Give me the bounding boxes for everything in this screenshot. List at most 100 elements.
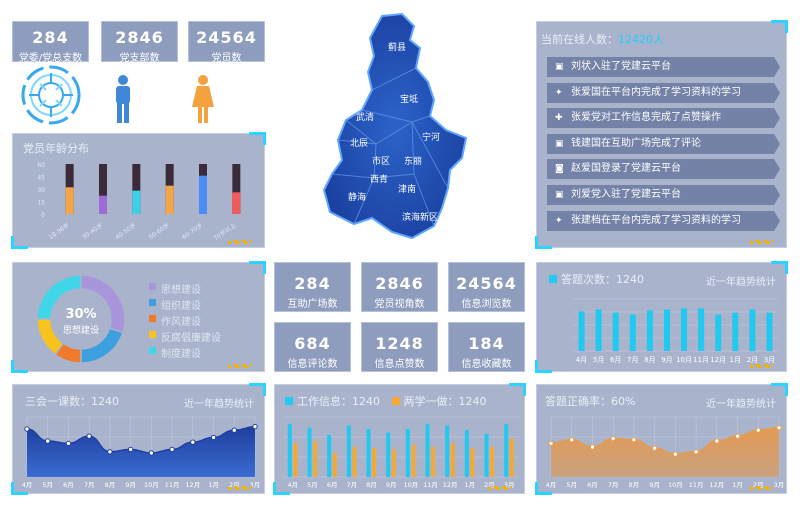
data-point (127, 446, 134, 453)
x-tick-label: 11月 (693, 356, 709, 364)
mid-stat-card: 184 信息收藏数 (448, 322, 525, 372)
map-region-label[interactable]: 静海 (348, 191, 366, 203)
legend-item: 组织建设 (149, 297, 201, 312)
legend-swatch (149, 331, 156, 338)
x-tick-label: 8月 (644, 356, 655, 364)
trend-label: 近一年趋势统计 (706, 277, 776, 288)
work-bar (509, 438, 514, 477)
bar-track (232, 164, 241, 214)
data-point (693, 449, 699, 455)
x-tick-label: 7月 (608, 481, 619, 489)
data-point (190, 439, 196, 445)
answer-bar (681, 308, 688, 351)
mid-stat-card: 2846 党员视角数 (361, 262, 438, 312)
x-tick-label: 12月 (709, 481, 724, 489)
decor-stripe (228, 364, 252, 368)
activity-item[interactable]: ✚ 张爱党对工作信息完成了点赞操作 (547, 108, 780, 129)
x-tick-label: 3月 (774, 481, 785, 489)
map-region-label[interactable]: 宁河 (422, 131, 440, 143)
map-region-label[interactable]: 滨海新区 (402, 211, 438, 223)
answer-bar (766, 312, 773, 351)
female-icon (192, 75, 214, 123)
work-bar (391, 449, 396, 477)
y-tick-label: 30 (37, 187, 45, 194)
activity-item[interactable]: ✦ 张爱国在平台内完成了学习资料的学习 (547, 82, 780, 103)
x-tick-label: 4月 (576, 356, 587, 364)
work-bar (450, 443, 455, 477)
donut-chart (36, 274, 126, 364)
answer-bar (749, 309, 756, 351)
data-point (776, 425, 782, 431)
work-bar (425, 424, 430, 477)
work-bar (411, 444, 416, 477)
map-region-label[interactable]: 武清 (356, 111, 374, 123)
data-point (24, 426, 30, 432)
x-tick-label: 11月 (423, 481, 438, 489)
construction-donut-panel: 30% 思想建设 思想建设 组织建设 作风建设 反腐倡廉建设 制度建设 (11, 261, 266, 373)
x-tick-label: 5月 (42, 481, 53, 489)
x-tick-label: 12月 (185, 481, 200, 489)
x-tick-label: 8月 (629, 481, 640, 489)
map-region-label[interactable]: 津南 (398, 183, 416, 195)
mid-stat-card: 24564 信息浏览数 (448, 262, 525, 312)
x-tick-label: 11月 (165, 481, 180, 489)
mid-stat-card: 684 信息评论数 (274, 322, 351, 372)
x-tick-label: 7月 (84, 481, 95, 489)
work-title-b: 两学一做：1240 (403, 395, 487, 408)
decor-stripe (750, 486, 774, 490)
male-icon (116, 75, 130, 123)
stat-value: 284 (32, 28, 69, 47)
work-bar (332, 453, 337, 477)
legend-label: 作风建设 (161, 317, 201, 328)
map-region-label[interactable]: 东丽 (404, 155, 422, 167)
x-tick-label: 4月 (22, 481, 33, 489)
activity-text: 张建档在平台内完成了学习资料的学习 (571, 214, 741, 226)
meeting-title: 三会一课数：1240 (25, 395, 119, 408)
x-tick-label: 6月 (587, 481, 598, 489)
stat-value: 24564 (196, 28, 257, 47)
legend-label: 反腐倡廉建设 (161, 333, 221, 344)
stat-label: 信息浏览数 (461, 299, 512, 310)
x-tick-label: 3月 (504, 481, 515, 489)
activity-item[interactable]: ▣ 刘状入驻了党建云平台 (547, 57, 780, 77)
correct-rate-panel: 答题正确率：60% 近一年趋势统计 4月 5月 6月 7月 8月 9月 10月 11月 12月 1… (535, 383, 788, 495)
x-tick-label: 8月 (105, 481, 116, 489)
x-tick-label: 4月 (546, 481, 557, 489)
work-bar (352, 447, 357, 477)
correct-area-chart: 4月 5月 6月 7月 8月 9月 10月 11月 12月 1月 2月 3月 (546, 416, 785, 489)
legend-item: 反腐倡廉建设 (149, 329, 221, 344)
stat-party-branch: 2846 党支部数 (101, 21, 178, 64)
activity-item[interactable]: ▣ 刘爱党入驻了党建云平台 (547, 185, 780, 205)
map-region-label[interactable]: 宝坻 (400, 93, 418, 105)
age-bar (65, 187, 74, 214)
stat-label: 互助广场数 (287, 299, 338, 310)
data-point (548, 440, 554, 447)
work-bar (307, 427, 312, 477)
legend-label: 制度建设 (161, 349, 201, 360)
donut-center-label: 思想建设 (62, 326, 99, 336)
work-bar (386, 432, 391, 477)
activity-text: 张爱国在平台内完成了学习资料的学习 (571, 86, 741, 98)
x-tick-label: 6月 (63, 481, 74, 489)
answer-bar (595, 309, 602, 351)
activity-item[interactable]: ◙ 赵爱国登录了党建云平台 (547, 159, 780, 180)
map-region-label[interactable]: 蓟县 (388, 41, 406, 53)
x-tick-label: 50-60岁 (147, 221, 171, 241)
map-region-label[interactable]: 市区 (372, 155, 390, 167)
message-icon: ▣ (555, 190, 564, 200)
panel-title: 工作信息：1240 两学一做：1240 (285, 393, 487, 409)
activity-item[interactable]: ▣ 钱建国在互助广场完成了评论 (547, 133, 780, 154)
x-tick-label: 3月 (250, 481, 261, 489)
map-region-label[interactable]: 北辰 (350, 138, 368, 149)
data-point (672, 451, 679, 457)
x-tick-label: 9月 (661, 356, 672, 364)
decor-stripe (228, 240, 252, 244)
map-region-label[interactable]: 西青 (370, 173, 388, 185)
activity-item[interactable]: ✦ 张建档在平台内完成了学习资料的学习 (547, 210, 780, 231)
work-bar (327, 435, 332, 477)
x-tick-label: 10月 (144, 481, 159, 489)
x-tick-label: 10月 (668, 481, 683, 489)
stat-label: 信息收藏数 (461, 359, 512, 370)
